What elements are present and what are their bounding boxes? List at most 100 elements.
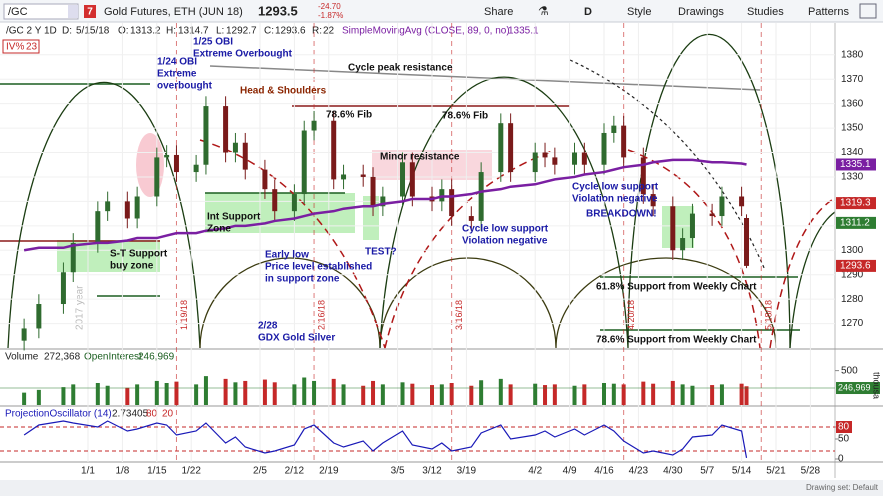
annotation: Price level established xyxy=(265,262,372,273)
volume-bar xyxy=(164,383,169,405)
cycle-date: 2/16/18 xyxy=(316,300,326,330)
pink-zone xyxy=(136,133,164,197)
volume-bar xyxy=(302,377,307,405)
annotation: 61.8% Support from Weekly Chart xyxy=(596,282,757,293)
candle-body xyxy=(400,162,406,197)
x-tick-label: 4/2 xyxy=(528,466,542,477)
volume-bar xyxy=(582,384,587,405)
volume-bar xyxy=(194,384,199,405)
candle-body xyxy=(601,132,607,165)
volume-bar xyxy=(533,383,538,405)
volume-bar xyxy=(498,378,503,405)
legend-date-label: D: xyxy=(62,26,72,37)
symbol-dropdown[interactable] xyxy=(68,5,78,18)
patterns-button[interactable]: Patterns xyxy=(808,6,849,18)
cycle-date: 5/18/18 xyxy=(764,300,774,330)
volume-bar xyxy=(572,385,577,405)
volume-value: 272,368 xyxy=(44,352,81,363)
cycle-date: 3/16/18 xyxy=(454,300,464,330)
candle-body xyxy=(311,120,317,131)
candle-body xyxy=(360,174,366,177)
style-button[interactable]: Style xyxy=(627,6,651,18)
y-tick-label: 80 xyxy=(838,422,850,433)
annotation: Cycle low support xyxy=(572,182,659,193)
x-tick-label: 2/19 xyxy=(319,466,339,477)
legend-range-label: R: xyxy=(312,26,322,37)
volume-bar xyxy=(331,378,336,405)
volume-bar xyxy=(508,384,513,405)
status-bar xyxy=(0,480,883,496)
price-tag xyxy=(836,216,876,229)
volume-bar xyxy=(680,384,685,405)
flask-icon[interactable]: ⚗ xyxy=(538,4,549,18)
volume-bar xyxy=(95,383,100,405)
watermark: 2017 year xyxy=(75,285,86,330)
x-tick-label: 5/28 xyxy=(801,466,821,477)
price-tag xyxy=(836,158,876,171)
y-tick-label: 1300 xyxy=(841,245,864,256)
y-tick-label: 1350 xyxy=(841,123,864,134)
sma-line xyxy=(23,158,747,252)
candle-body xyxy=(640,157,646,195)
volume-bar xyxy=(430,385,434,405)
price-change: -24.70 xyxy=(318,2,341,11)
legend-low: 1292.7 xyxy=(226,26,257,37)
alert-icon[interactable] xyxy=(84,5,96,18)
iv-label: IV% xyxy=(6,42,24,53)
period-button[interactable]: D xyxy=(584,6,592,18)
candle-body xyxy=(341,174,347,180)
trend-line xyxy=(209,65,761,91)
legend-high: 1314.7 xyxy=(178,26,209,37)
x-tick-label: 1/15 xyxy=(147,466,167,477)
y-tick-label: 1360 xyxy=(841,98,864,109)
tick-box xyxy=(836,421,852,433)
volume-bar xyxy=(410,383,415,405)
y-tick-label: 1280 xyxy=(841,294,864,305)
candle-body xyxy=(232,142,238,153)
annotation: TEST? xyxy=(365,247,397,258)
candle-body xyxy=(223,106,229,153)
x-tick-label: 1/8 xyxy=(115,466,129,477)
annotation: 78.6% Fib xyxy=(326,110,372,121)
osc-level: 20 xyxy=(162,409,174,420)
volume-bar xyxy=(479,380,484,405)
cycle-arc xyxy=(199,257,777,349)
annotation: overbought xyxy=(157,81,213,92)
candle-body xyxy=(719,196,725,217)
annotation: Early low xyxy=(265,250,309,261)
candle-body xyxy=(262,169,268,190)
oscillator-line xyxy=(23,420,748,459)
x-tick-label: 2/5 xyxy=(253,466,267,477)
study-name: SimpleMovingAvg (CLOSE, 89, 0, no) xyxy=(342,26,510,37)
volume-bar xyxy=(341,384,346,405)
price-tag-label: 1311.2 xyxy=(840,218,870,229)
candle-body xyxy=(611,125,617,133)
drawings-button[interactable]: Drawings xyxy=(678,6,724,18)
candle-body xyxy=(468,216,474,221)
candle-body xyxy=(173,154,179,173)
legend-date: 5/15/18 xyxy=(76,26,110,37)
share-button[interactable]: Share xyxy=(484,6,513,18)
breakdown-zone xyxy=(662,206,694,248)
price-background xyxy=(0,23,835,348)
volume-bar xyxy=(710,385,715,405)
price-tag-label: 1335.1 xyxy=(840,159,871,170)
legend-low-label: L: xyxy=(216,26,224,37)
candle-body xyxy=(449,189,455,217)
candle-body xyxy=(498,123,504,173)
volume-bar xyxy=(552,384,557,405)
legend-close-label: C: xyxy=(264,26,274,37)
studies-button[interactable]: Studies xyxy=(747,6,784,18)
candle-body xyxy=(134,196,140,219)
volume-bar xyxy=(154,380,159,405)
annotation: 1/25 OBI xyxy=(193,37,233,48)
legend-open: 1313.2 xyxy=(130,26,161,37)
osc-value: 2.73405 xyxy=(112,409,149,420)
annotation: buy zone xyxy=(110,261,154,272)
volume-bar xyxy=(22,392,27,405)
expand-button[interactable] xyxy=(859,3,877,19)
volume-bar xyxy=(651,383,656,405)
price-tag xyxy=(836,259,876,272)
y-tick-label: 1340 xyxy=(841,147,864,158)
